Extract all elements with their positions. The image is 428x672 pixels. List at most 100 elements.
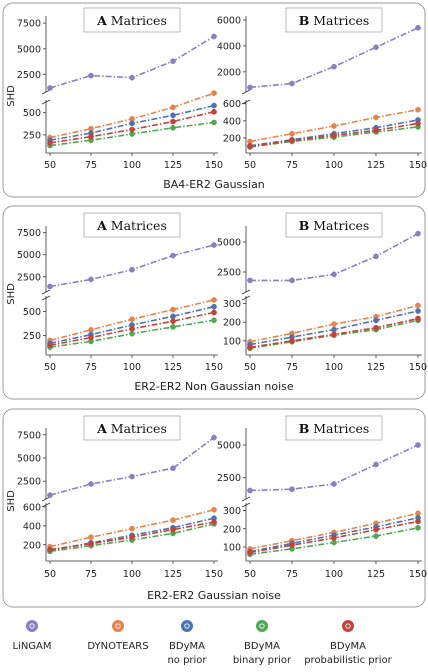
axis-break-mark (241, 89, 251, 95)
data-point (88, 72, 94, 79)
data-point (211, 242, 217, 248)
y-tick-label: 5000 (17, 44, 41, 55)
x-tick-label: 100 (325, 569, 343, 580)
data-point (129, 326, 135, 332)
x-tick-label: 125 (367, 569, 385, 580)
subplot-title-rest: Matrices (309, 218, 369, 233)
data-point (88, 481, 94, 487)
x-tick-label: 125 (164, 569, 182, 580)
legend-marker (342, 620, 354, 632)
subplot-title-letter: A (96, 13, 107, 28)
y-axis-label: SHD (6, 490, 17, 512)
data-point (415, 230, 421, 237)
y-tick-label: 2500 (217, 268, 241, 279)
data-point (331, 123, 337, 129)
y-tick-label: 200 (23, 540, 41, 551)
y-tick-label: 600 (223, 99, 241, 110)
series-line (249, 27, 419, 89)
data-point (211, 519, 217, 525)
data-point (373, 317, 379, 324)
data-point (373, 127, 379, 134)
data-point (170, 252, 176, 259)
data-point (129, 266, 135, 273)
x-tick-label: 75 (286, 362, 298, 373)
y-tick-label: 5000 (17, 250, 41, 261)
subplot: A Matrices 2500 5000 7500 200 400 600 50 75 100 12… (6, 415, 223, 580)
data-point (47, 546, 53, 553)
data-point (129, 120, 135, 127)
y-tick-label: 200 (223, 318, 241, 329)
x-tick-label: 150 (205, 362, 223, 373)
data-point (415, 302, 421, 309)
subplot-title-rest: Matrices (107, 421, 167, 436)
y-tick-label: 200 (223, 524, 241, 535)
subplot-title: A Matrices (96, 421, 167, 436)
legend-label: binary prior (233, 655, 292, 666)
legend-item: BDyMA no prior (167, 620, 207, 666)
y-tick-label: 7500 (17, 228, 41, 239)
y-tick-label: 400 (23, 521, 41, 532)
x-tick-label: 125 (164, 160, 182, 171)
data-point (129, 126, 135, 133)
subplot-title-letter: B (299, 421, 310, 436)
data-point (129, 316, 135, 323)
data-point (170, 313, 176, 320)
data-point (415, 106, 421, 113)
data-point (289, 486, 295, 493)
legend-marker-inner (259, 623, 265, 629)
subplot-title-rest: Matrices (309, 13, 369, 28)
data-point (170, 58, 176, 65)
subplot-title-box (285, 212, 383, 238)
y-tick-label: 4000 (217, 41, 241, 52)
data-point (170, 112, 176, 119)
data-point (129, 473, 135, 480)
data-point (47, 85, 53, 91)
y-tick-label: 5000 (217, 441, 241, 452)
data-point (170, 465, 176, 472)
axis-break-mark (241, 295, 251, 301)
data-point (373, 533, 379, 539)
data-point (415, 524, 421, 531)
data-point (211, 434, 217, 441)
x-tick-label: 50 (244, 569, 256, 580)
data-point (373, 324, 379, 331)
legend-label: no prior (167, 655, 207, 666)
data-point (88, 133, 94, 140)
data-point (415, 24, 421, 31)
section-title: BA4-ER2 Gaussian (163, 178, 265, 191)
subplot-title-rest: Matrices (107, 218, 167, 233)
sections-layer: BA4-ER2 Gaussian ER2-ER2 Non Gaussian noi… (2, 2, 426, 608)
legend-marker (112, 620, 124, 632)
subplot: B Matrices 2500 5000 100 200 300 50 75 100 125 150 (217, 212, 427, 373)
y-axis-label: SHD (6, 283, 17, 305)
data-point (170, 526, 176, 533)
x-tick-label: 75 (85, 569, 97, 580)
x-tick-label: 150 (409, 160, 427, 171)
data-point (415, 518, 421, 525)
axis-break-mark (241, 496, 251, 502)
data-point (211, 303, 217, 310)
legend-label: BDyMA (330, 641, 366, 652)
x-tick-label: 150 (205, 569, 223, 580)
axis-break-mark (41, 295, 51, 301)
y-tick-label: 2000 (217, 67, 241, 78)
axis-break-mark (241, 289, 251, 295)
y-tick-label: 2500 (17, 477, 41, 488)
x-tick-label: 75 (286, 569, 298, 580)
subplot-title: A Matrices (96, 13, 167, 28)
data-point (247, 143, 253, 150)
y-axis-label: SHD (6, 85, 17, 107)
data-point (289, 337, 295, 344)
data-point (170, 517, 176, 523)
x-tick-label: 125 (367, 362, 385, 373)
axis-break-mark (41, 89, 51, 95)
legend-marker-inner (184, 623, 190, 629)
x-tick-label: 75 (286, 160, 298, 171)
data-point (211, 108, 217, 115)
subplot-title-letter: B (299, 218, 310, 233)
legend-marker (181, 620, 193, 632)
data-point (211, 33, 217, 40)
data-point (247, 84, 253, 91)
data-point (247, 487, 253, 494)
